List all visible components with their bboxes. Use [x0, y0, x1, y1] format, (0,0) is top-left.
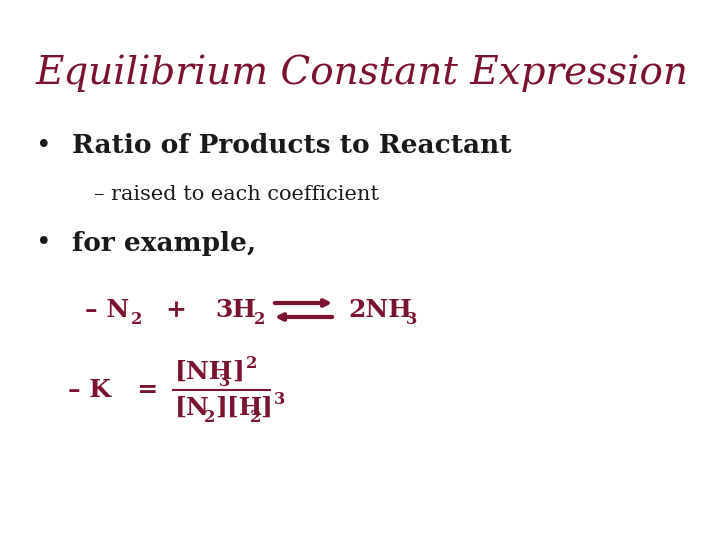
- Text: – raised to each coefficient: – raised to each coefficient: [94, 185, 379, 204]
- Text: 2NH: 2NH: [348, 298, 412, 322]
- Text: +: +: [165, 298, 186, 322]
- Text: for example,: for example,: [72, 231, 256, 255]
- Text: 2: 2: [246, 354, 257, 372]
- Text: 2: 2: [204, 408, 215, 426]
- Text: 2: 2: [250, 408, 261, 426]
- Text: ][H: ][H: [215, 396, 262, 420]
- Text: Ratio of Products to Reactant: Ratio of Products to Reactant: [72, 133, 511, 158]
- Text: 3H: 3H: [215, 298, 256, 322]
- Text: 3: 3: [219, 373, 230, 389]
- Text: Equilibrium Constant Expression: Equilibrium Constant Expression: [36, 54, 689, 91]
- Text: ]: ]: [232, 360, 244, 384]
- Text: 3: 3: [406, 310, 418, 327]
- Text: [NH: [NH: [175, 360, 233, 384]
- Text: 2: 2: [131, 310, 143, 327]
- Text: •: •: [36, 231, 52, 255]
- Text: – N: – N: [85, 298, 130, 322]
- Text: 3: 3: [274, 390, 285, 408]
- Text: ]: ]: [260, 396, 272, 420]
- Text: – K   =: – K =: [68, 378, 158, 402]
- Text: •: •: [36, 133, 52, 158]
- Text: 2: 2: [254, 310, 266, 327]
- Text: [N: [N: [175, 396, 210, 420]
